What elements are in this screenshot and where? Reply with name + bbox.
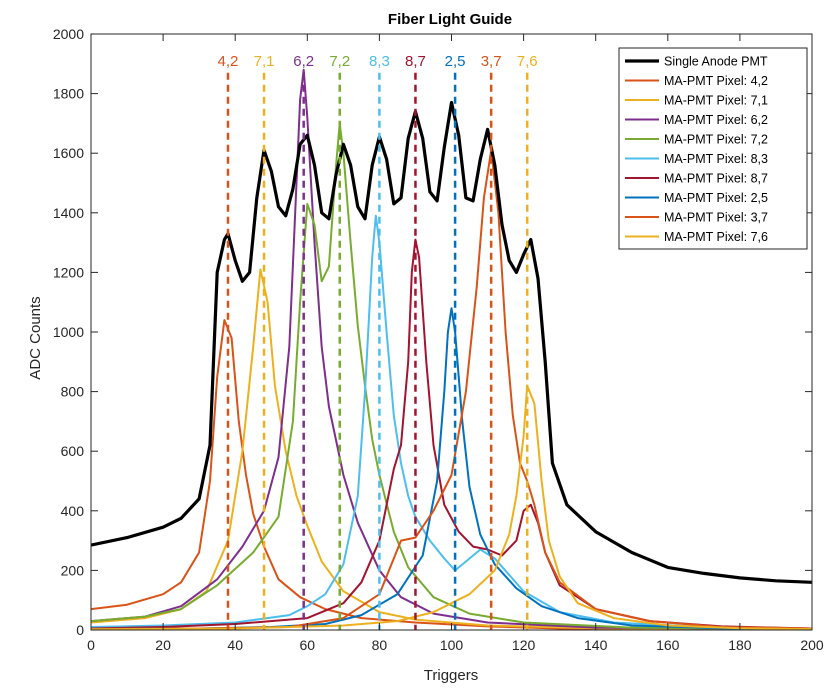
x-tick-label-0: 0 <box>87 637 95 653</box>
y-tick-label-10: 2000 <box>53 26 84 42</box>
y-tick-label-5: 1000 <box>53 324 84 340</box>
series-line-5 <box>91 214 812 630</box>
legend-label-9: MA-PMT Pixel: 7,6 <box>664 230 768 244</box>
series-line-7 <box>91 307 812 630</box>
legend-label-2: MA-PMT Pixel: 7,1 <box>664 94 768 108</box>
x-tick-label-1: 20 <box>155 637 171 653</box>
x-axis-label: Triggers <box>424 667 478 684</box>
y-tick-label-7: 1400 <box>53 205 84 221</box>
legend-label-6: MA-PMT Pixel: 8,7 <box>664 172 768 186</box>
x-tick-label-3: 60 <box>300 637 316 653</box>
axes: 0 20 40 60 80 100 120 140 160 180 2000200400600800… <box>53 26 824 653</box>
x-tick-label-4: 80 <box>372 637 388 653</box>
series-line-3 <box>91 68 812 630</box>
y-tick-label-3: 600 <box>61 443 85 459</box>
pixel-marker-label-2: 7,1 <box>254 53 275 70</box>
pixel-marker-label-8: 3,7 <box>481 53 502 70</box>
pixel-marker-label-5: 8,3 <box>369 53 390 70</box>
pixel-marker-label-3: 6,2 <box>293 53 314 70</box>
y-tick-label-9: 1800 <box>53 86 84 102</box>
legend-label-5: MA-PMT Pixel: 8,3 <box>664 152 768 166</box>
y-tick-label-0: 0 <box>76 622 84 638</box>
legend-label-0: Single Anode PMT <box>664 55 768 69</box>
series-line-2 <box>91 268 812 630</box>
legend-label-4: MA-PMT Pixel: 7,2 <box>664 133 768 147</box>
legend-label-1: MA-PMT Pixel: 4,2 <box>664 74 768 88</box>
series-line-9 <box>91 384 812 630</box>
y-tick-label-8: 1600 <box>53 145 84 161</box>
series-line-6 <box>91 238 812 630</box>
y-tick-label-4: 800 <box>61 384 85 400</box>
pixel-marker-label-7: 2,5 <box>445 53 466 70</box>
x-tick-label-2: 40 <box>227 637 243 653</box>
x-tick-label-6: 120 <box>512 637 536 653</box>
pixel-marker-label-1: 4,2 <box>218 53 239 70</box>
pixel-marker-label-4: 7,2 <box>329 53 350 70</box>
x-tick-label-10: 200 <box>800 637 824 653</box>
pixel-marker-label-9: 7,6 <box>517 53 538 70</box>
legend-label-7: MA-PMT Pixel: 2,5 <box>664 191 768 205</box>
legend: Single Anode PMT MA-PMT Pixel: 4,2 MA-PMT … <box>618 47 808 250</box>
y-tick-label-6: 1200 <box>53 264 84 280</box>
legend-label-3: MA-PMT Pixel: 6,2 <box>664 113 768 127</box>
legend-label-8: MA-PMT Pixel: 3,7 <box>664 211 768 225</box>
single-anode-line <box>91 100 812 584</box>
y-tick-label-1: 200 <box>61 562 85 578</box>
chart-title: Fiber Light Guide <box>388 11 512 28</box>
y-tick-label-2: 400 <box>61 503 85 519</box>
plot-area: 4,2 7,1 6,2 7,2 8,3 8,7 2,5 3,7 7,6 <box>91 53 812 630</box>
x-tick-label-9: 180 <box>728 637 752 653</box>
pixel-marker-label-6: 8,7 <box>405 53 426 70</box>
x-tick-label-7: 140 <box>584 637 608 653</box>
y-axis-label: ADC Counts <box>27 296 44 379</box>
x-tick-label-8: 160 <box>656 637 680 653</box>
x-tick-label-5: 100 <box>440 637 464 653</box>
